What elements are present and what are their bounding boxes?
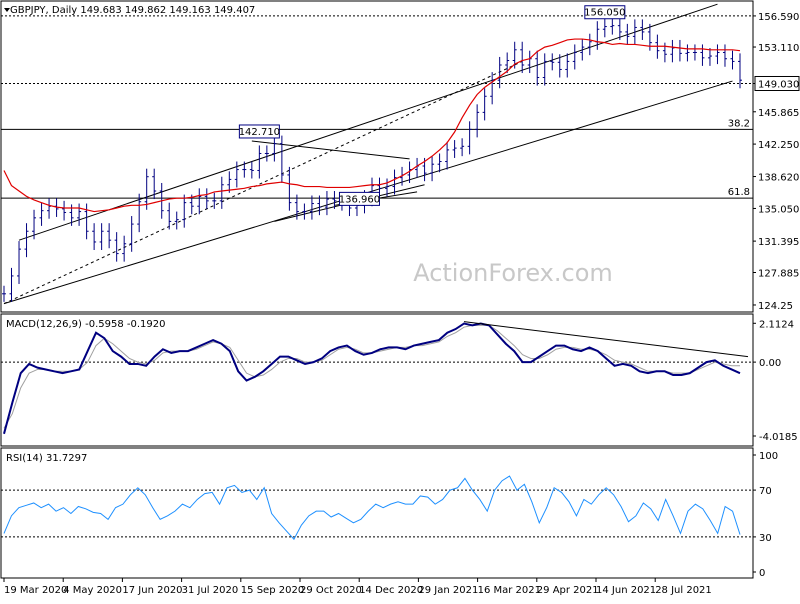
dashed-trend-line: [3, 60, 523, 305]
rsi-panel-frame: [0, 447, 754, 579]
macd-signal-line: [3, 324, 740, 429]
price-axis-label: 156.590: [758, 12, 799, 23]
macd-panel-frame: [0, 313, 754, 447]
moving-average-line: [3, 38, 741, 213]
watermark: ActionForex.com: [413, 259, 613, 287]
macd-axis-label: 2.1124: [759, 319, 794, 330]
macd-line: [3, 322, 741, 435]
price-axis-label: 153.110: [758, 43, 799, 54]
rsi-title: RSI(14) 31.7297: [6, 453, 87, 464]
rsi-plot: [1, 475, 753, 541]
macd-axis-label: 0.00: [759, 358, 781, 369]
dropdown-triangle-icon: [4, 8, 10, 12]
price-axis-label: 142.250: [758, 140, 799, 151]
rsi-axis-label: 0: [759, 568, 765, 579]
fib-level-label: 61.8: [728, 187, 750, 198]
date-axis-label: 29 Jan 2021: [418, 585, 478, 596]
price-plot: 38.2 61.8 142.710 136.960 156.050: [1, 3, 753, 305]
macd-axis-label: -4.0185: [759, 432, 798, 443]
price-axis-label: 149.030: [758, 79, 799, 90]
price-axis-label: 124.25: [758, 301, 793, 312]
date-axis-label: 29 Apr 2021: [537, 585, 599, 596]
date-axis-label: 29 Oct 2020: [300, 585, 362, 596]
swing-label-box: [584, 5, 626, 20]
date-axis-label: 4 May 2020: [63, 585, 122, 596]
swing-label: 136.960: [339, 194, 380, 205]
price-title: GBPJPY, Daily 149.683 149.862 149.163 14…: [10, 5, 255, 16]
macd-title: MACD(12,26,9) -0.5958 -0.1920: [6, 319, 166, 330]
rsi-line: [3, 475, 741, 541]
date-axis-label: 19 Mar 2020: [4, 585, 67, 596]
date-axis-label: 15 Sep 2020: [241, 585, 304, 596]
fib-level-label: 38.2: [728, 118, 750, 129]
triangle-upper-line: [251, 140, 410, 160]
price-axis-label: 127.885: [758, 268, 799, 279]
current-price-box: [754, 75, 800, 91]
price-axis-label: 145.865: [758, 108, 799, 119]
swing-label: 156.050: [584, 8, 625, 19]
price-axis-label: 131.395: [758, 237, 799, 248]
upper-channel-line: [18, 3, 718, 241]
axes: 124.25 127.885 131.395 135.050 138.620 142.25…: [3, 12, 800, 596]
swing-label: 142.710: [239, 127, 280, 138]
swing-label-box: [338, 191, 380, 206]
date-axis-label: 31 Jul 2020: [182, 585, 239, 596]
price-axis-label: 138.620: [758, 173, 799, 184]
rsi-axis-label: 100: [759, 451, 778, 462]
macd-plot: [1, 321, 753, 435]
macd-trend-line: [463, 321, 749, 358]
date-axis-label: 14 Dec 2020: [359, 585, 423, 596]
date-axis-label: 14 Jun 2021: [596, 585, 656, 596]
price-panel-frame: [0, 0, 754, 313]
swing-label-box: [238, 124, 280, 139]
date-axis-label: 17 Jun 2020: [122, 585, 182, 596]
rsi-axis-label: 70: [759, 486, 772, 497]
date-axis-label: 16 Mar 2021: [478, 585, 541, 596]
price-axis-label: 135.050: [758, 204, 799, 215]
rsi-axis-label: 30: [759, 533, 772, 544]
date-axis-label: 28 Jul 2021: [655, 585, 712, 596]
